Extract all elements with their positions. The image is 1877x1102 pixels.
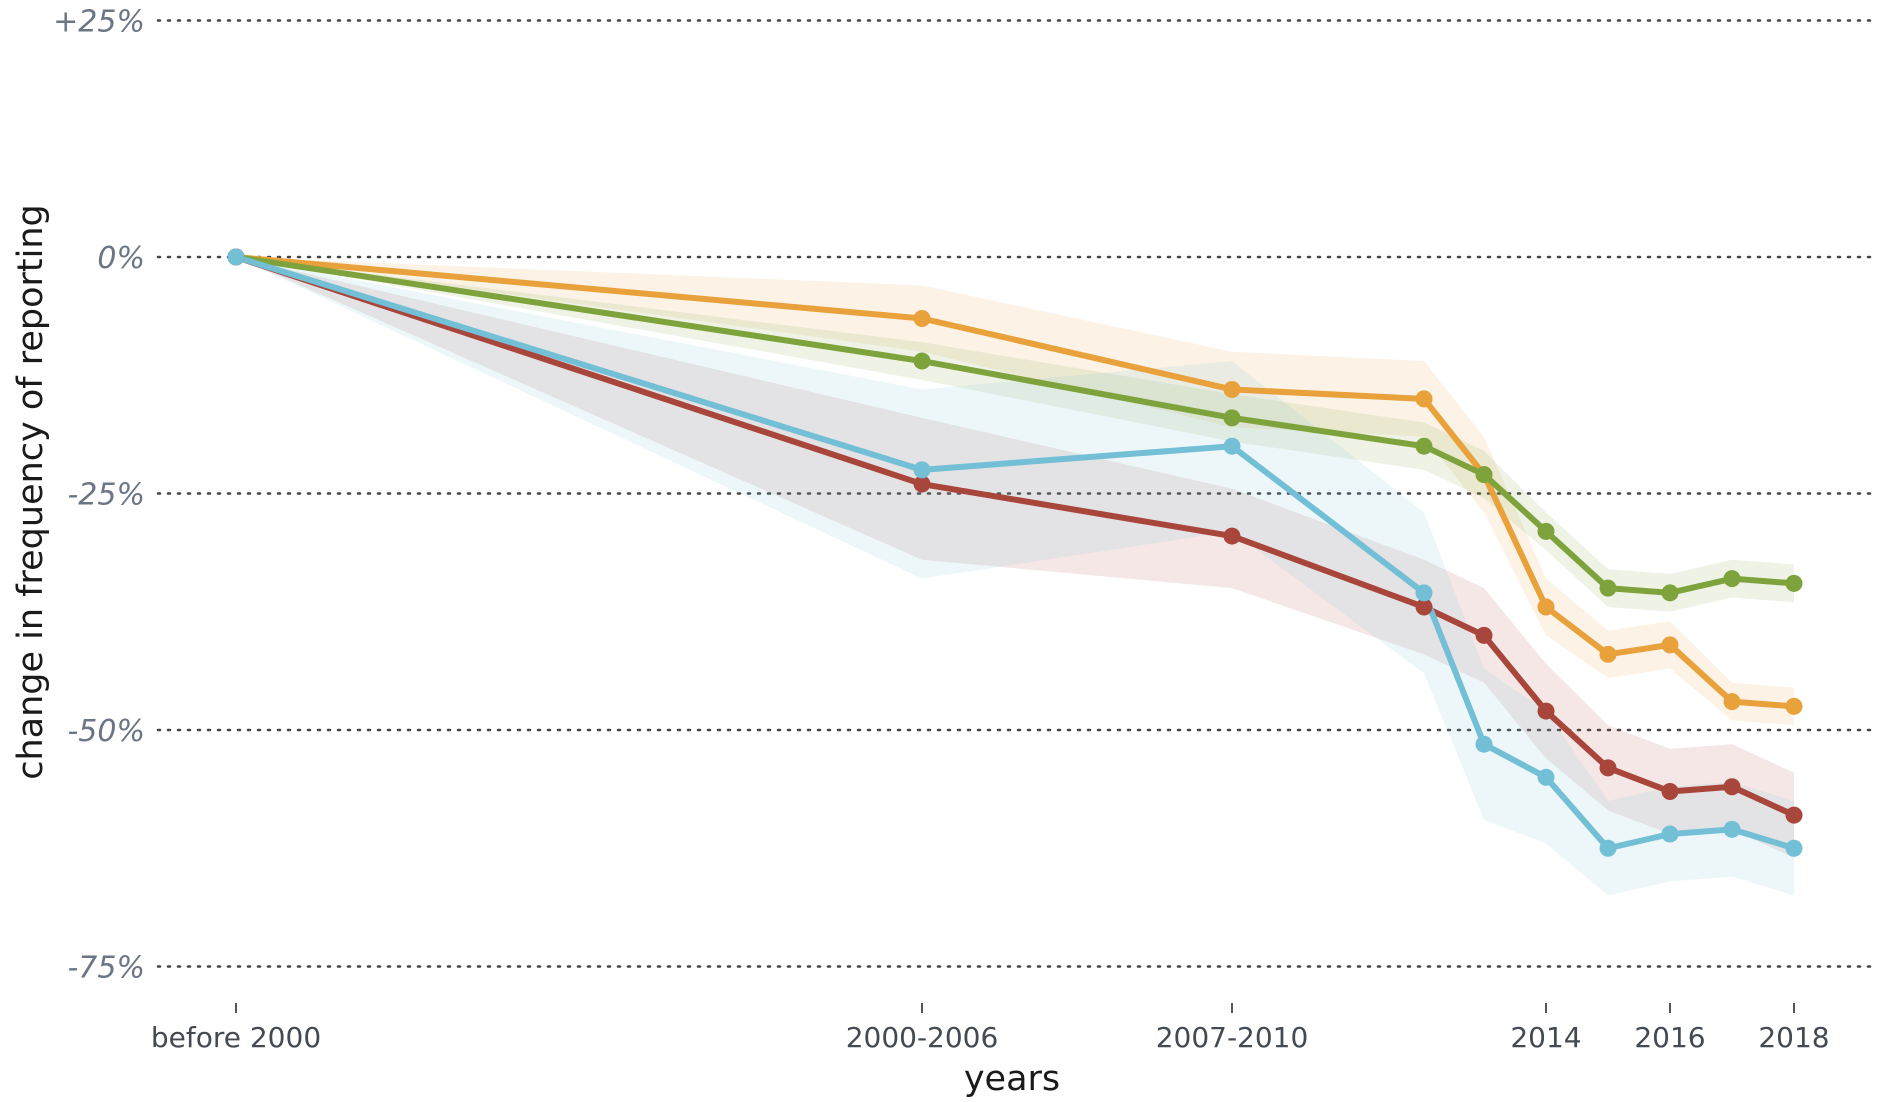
x-tick-label: before 2000 <box>151 1021 321 1054</box>
series-2-point <box>913 352 931 370</box>
series-2-point <box>1415 437 1433 455</box>
series-1-point <box>1785 697 1803 715</box>
series-2-point <box>1785 574 1803 592</box>
series-4-point <box>1723 820 1741 838</box>
x-axis-title: years <box>964 1059 1060 1099</box>
series-4-band <box>236 257 1794 896</box>
y-axis-title: change in frequency of reporting <box>11 204 51 780</box>
series-4-point <box>1223 437 1241 455</box>
series-2-point <box>1537 522 1555 540</box>
series-1-point <box>1223 380 1241 398</box>
series-4-point <box>1475 735 1493 753</box>
series-3-line <box>233 254 1797 819</box>
x-tick-label: 2007-2010 <box>1156 1021 1309 1054</box>
series-2-line <box>233 254 1797 596</box>
y-tick-label: -25% <box>67 478 145 513</box>
x-tick-label: 2016 <box>1634 1021 1705 1054</box>
y-tick-label: -50% <box>67 714 145 749</box>
series-3-band <box>236 257 1794 858</box>
y-tick-label: -75% <box>67 951 145 986</box>
series-3-point <box>1723 778 1741 796</box>
series-4-point <box>1599 839 1617 857</box>
series-4-point <box>1785 839 1803 857</box>
series-3-point <box>1661 782 1679 800</box>
series-2-band <box>236 257 1794 612</box>
series-1-point <box>1599 645 1617 663</box>
series-4-point <box>913 461 931 479</box>
series-3-point <box>1475 626 1493 644</box>
confidence-bands <box>236 257 1794 896</box>
series-1-point <box>1661 636 1679 654</box>
series-2-point <box>1723 570 1741 588</box>
series-1-point <box>1537 598 1555 616</box>
series-3-point <box>1599 759 1617 777</box>
series-1-line <box>233 254 1797 710</box>
series-3-point <box>1785 806 1803 824</box>
series-3-point <box>1537 702 1555 720</box>
series-2-point <box>1223 409 1241 427</box>
series-1-point <box>913 309 931 327</box>
series-1-band <box>236 257 1794 726</box>
x-tick-label: 2000-2006 <box>846 1021 999 1054</box>
series-3-point <box>1223 527 1241 545</box>
series-4-line <box>233 254 1797 852</box>
y-tick-label: +25% <box>53 5 145 40</box>
y-tick-label: 0% <box>97 241 145 276</box>
series-1-point <box>1723 693 1741 711</box>
series-2-point <box>1475 466 1493 484</box>
series-4-point <box>1415 584 1433 602</box>
series-lines <box>233 254 1797 852</box>
series-1-point <box>1415 390 1433 408</box>
series-4-point <box>1537 768 1555 786</box>
series-2-point <box>1599 579 1617 597</box>
x-tick-label: 2014 <box>1510 1021 1581 1054</box>
series-4-point <box>227 248 245 266</box>
series-3-point <box>1415 598 1433 616</box>
series-2-point <box>1661 584 1679 602</box>
series-points <box>227 248 1803 857</box>
x-tick-label: 2018 <box>1758 1021 1829 1054</box>
tick-labels: +25% 0% -25% -50% -75% before 2000 2000-2006 20… <box>53 5 1829 1055</box>
series-3-point <box>913 475 931 493</box>
series-4-point <box>1661 825 1679 843</box>
